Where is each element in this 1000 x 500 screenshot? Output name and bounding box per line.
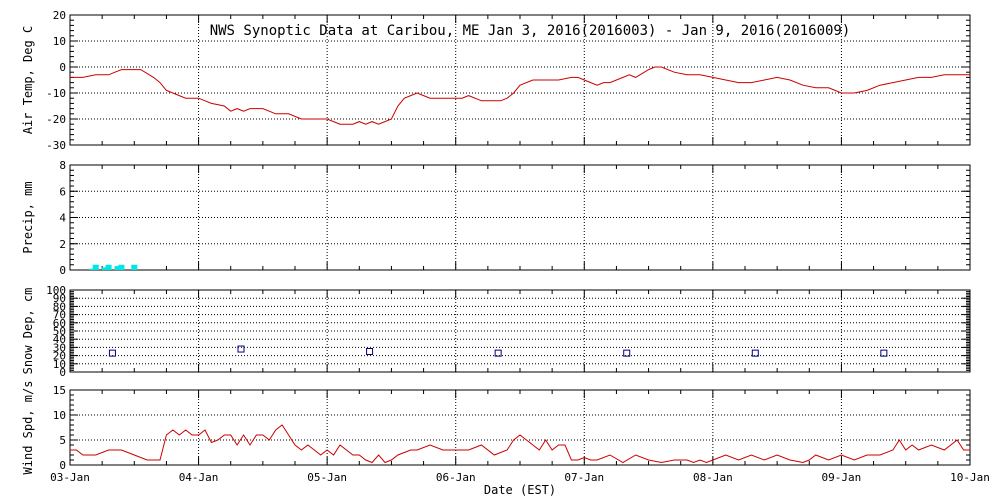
y-axis-title: Snow Dep, cm: [21, 288, 35, 375]
snow-depth-point: [494, 349, 502, 357]
y-tick-label: 15: [53, 384, 66, 397]
precip-bar: [101, 267, 108, 270]
snow-depth-point: [108, 349, 116, 357]
x-axis-title: Date (EST): [484, 483, 556, 497]
series-line: [70, 424, 970, 464]
y-tick-label: -30: [46, 139, 66, 152]
y-tick-label: 60: [53, 317, 66, 330]
snow-depth-point: [237, 345, 245, 353]
x-tick-label: 09-Jan: [822, 471, 862, 484]
chart-title: NWS Synoptic Data at Caribou, ME Jan 3, …: [210, 23, 851, 39]
y-tick-label: -20: [46, 113, 66, 126]
y-tick-label: 4: [59, 212, 66, 225]
panel-frame: [69, 14, 971, 146]
precip-bar: [131, 264, 138, 270]
precip-bar: [88, 268, 95, 270]
panel-temp: -30 -20 -10 0 10 20 Air Temp, Deg C: [21, 9, 971, 152]
y-tick-label: 6: [59, 185, 66, 198]
y-axis-title: Wind Spd, m/s: [21, 381, 35, 475]
y-tick-label: -10: [46, 87, 66, 100]
x-tick-label: 10-Jan: [950, 471, 990, 484]
precip-bar: [105, 264, 112, 270]
y-tick-label: 20: [53, 9, 66, 22]
panel-precip: 0 2 4 6 8 Precip, mm: [21, 159, 971, 277]
snow-depth-point: [751, 349, 759, 357]
y-tick-label: 0: [59, 459, 66, 472]
y-tick-label: 0: [59, 366, 66, 379]
y-tick-label: 50: [53, 325, 66, 338]
x-tick-label: 07-Jan: [564, 471, 604, 484]
y-tick-label: 2: [59, 238, 66, 251]
x-tick-label: 06-Jan: [436, 471, 476, 484]
y-tick-label: 10: [53, 358, 66, 371]
y-tick-label: 70: [53, 309, 66, 322]
series-line: [70, 66, 970, 125]
y-tick-label: 100: [46, 284, 66, 297]
x-tick-label: 05-Jan: [307, 471, 347, 484]
y-axis-title: Precip, mm: [21, 181, 35, 253]
panel-frame: [69, 289, 971, 373]
x-tick-label: 03-Jan: [50, 471, 90, 484]
snow-depth-point: [623, 349, 631, 357]
y-tick-label: 5: [59, 434, 66, 447]
precip-bar: [114, 266, 121, 270]
y-tick-label: 40: [53, 333, 66, 346]
y-tick-label: 8: [59, 159, 66, 172]
panel-frame: [69, 164, 971, 271]
y-tick-label: 0: [59, 264, 66, 277]
y-tick-label: 10: [53, 409, 66, 422]
x-tick-label: 08-Jan: [693, 471, 733, 484]
y-tick-label: 0: [59, 61, 66, 74]
y-tick-label: 20: [53, 350, 66, 363]
precip-bar: [92, 264, 99, 270]
panel-wind: 0 5 10 15 Wind Spd, m/s 03-Jan 04-Jan 05-Jan 06-…: [21, 381, 990, 484]
y-axis-title: Air Temp, Deg C: [21, 26, 35, 134]
precip-bar: [118, 264, 125, 270]
panel-frame: [69, 389, 971, 466]
snow-depth-point: [366, 348, 374, 355]
y-tick-label: 10: [53, 35, 66, 48]
y-tick-label: 30: [53, 341, 66, 354]
y-tick-label: 90: [53, 292, 66, 305]
x-tick-label: 04-Jan: [179, 471, 219, 484]
y-tick-label: 80: [53, 300, 66, 313]
snow-depth-point: [880, 349, 888, 357]
